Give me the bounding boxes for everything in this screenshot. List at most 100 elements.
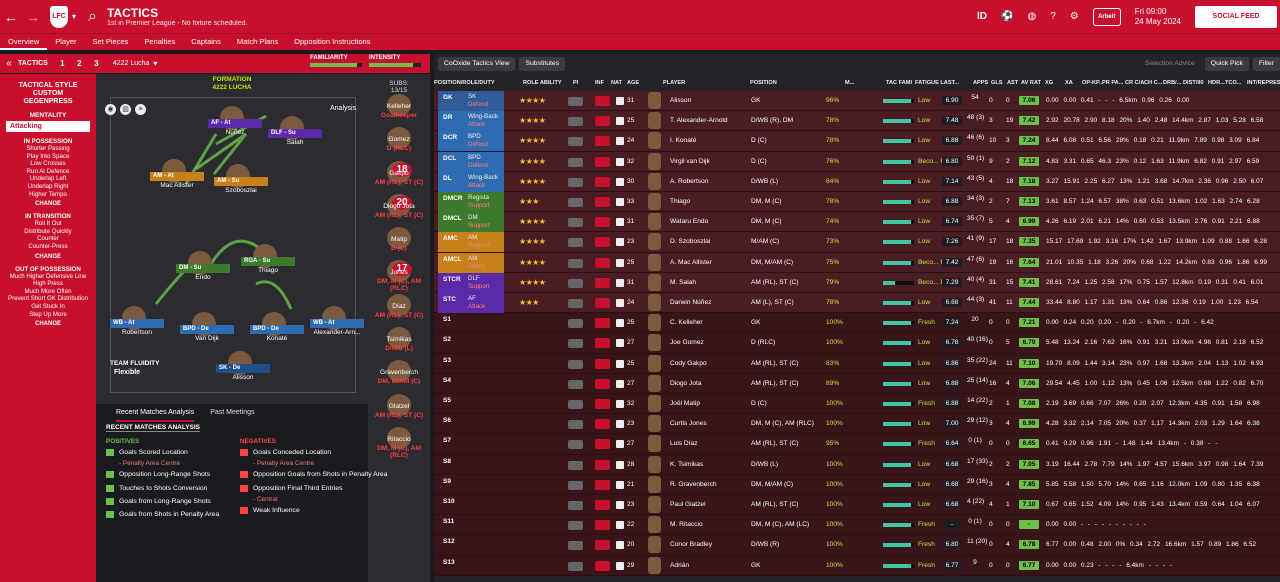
table-row[interactable]: DR Wing-Back Attack ★★★★ 25 T. Alexander-Arno… [434, 111, 1280, 132]
column-header[interactable]: AGE [627, 80, 640, 86]
player-instructions-icon[interactable] [568, 400, 583, 409]
role-slot[interactable]: S5 [438, 394, 504, 414]
column-header[interactable]: PI [573, 80, 579, 86]
player-instructions-icon[interactable] [568, 561, 583, 571]
player-card-gk[interactable]: SK - De Alisson [216, 351, 270, 385]
filter-button[interactable]: Filter [1252, 56, 1280, 71]
table-row[interactable]: STC AF Attack ★★★ 24 Darwin Núñez AM (L), ST (… [434, 293, 1280, 314]
role-slot[interactable]: S8 [438, 455, 504, 475]
analysis-item[interactable]: Goals from Long-Range Shots [106, 495, 219, 508]
table-row[interactable]: S1 25 C. Kelleher GK 100% Fresh 7.24 20 0 0 7.21 0.… [434, 313, 1280, 334]
tab-recent-matches[interactable]: Recent Matches Analysis [116, 404, 195, 422]
role-slot[interactable]: S3 [438, 354, 504, 374]
player-instructions-icon[interactable] [568, 258, 583, 268]
player-instructions-icon[interactable] [568, 299, 583, 308]
column-header[interactable]: POSITION/ROLE/DUTY [434, 80, 495, 86]
player-card-wbr[interactable]: WB - At Alexander-Arn... [310, 306, 364, 340]
analysis-item[interactable]: Goals from Shots in Penalty Area [106, 508, 219, 521]
role-slot[interactable]: DCL BPD Defend [438, 151, 504, 172]
column-header[interactable]: CR C/A [1125, 80, 1145, 86]
player-name-link[interactable]: Virgil van Dijk [670, 157, 710, 165]
role-slot[interactable]: S2 [438, 333, 504, 353]
player-instructions-icon[interactable] [568, 359, 583, 369]
search-icon[interactable]: ⌕ [88, 7, 97, 25]
column-header[interactable]: DIST/90 [1183, 80, 1204, 86]
column-header[interactable]: TCO... [1225, 80, 1242, 86]
player-name-link[interactable]: Cody Gakpo [670, 359, 707, 367]
chevron-down-icon[interactable]: ▾ [72, 12, 77, 21]
sub-card[interactable]: 18 Gakpo AM (RL), ST (C) [368, 160, 430, 194]
player-card-af[interactable]: AF - At Núñez [208, 106, 262, 140]
player-name-link[interactable]: Diogo Jota [670, 379, 702, 387]
tactical-style-title[interactable]: TACTICAL STYLE CUSTOM GEGENPRESS [0, 82, 96, 106]
table-row[interactable]: AMCL AM Attack ★★★★ 25 A. Mac Allister DM, M/A… [434, 252, 1280, 273]
column-header[interactable]: DRB/... [1163, 80, 1182, 86]
ball-icon[interactable]: ⚽ [1001, 11, 1014, 22]
column-header[interactable]: APPS [973, 80, 989, 86]
role-slot[interactable]: STCR DLF Support [438, 272, 504, 293]
table-row[interactable]: S7 27 Luis Díaz AM (RL), ST (C) 95% Fresh 6.64… [434, 434, 1280, 455]
player-instructions-icon[interactable] [568, 97, 583, 106]
change-transition-button[interactable]: CHANGE [34, 253, 61, 260]
table-row[interactable]: S4 27 Diogo Jota AM (RL), ST (C) 89% Low 6.88 2… [434, 373, 1280, 394]
player-name-link[interactable]: Conor Bradley [670, 541, 713, 549]
player-card-dcl[interactable]: BPD - De Van Dijk [180, 312, 234, 346]
column-header[interactable]: AV RAT [1021, 80, 1041, 86]
back-arrow-icon[interactable]: ← [4, 8, 18, 25]
analysis-item[interactable]: Weak Influence [240, 504, 388, 517]
sub-card[interactable]: Tsimikas D/WB (L) [368, 327, 430, 360]
table-row[interactable]: DCR BPD Defend ★★★★ 24 I. Konaté D (C) 78% Low 6.… [434, 131, 1280, 152]
tab-opposition-instructions[interactable]: Opposition Instructions [294, 37, 371, 46]
column-header[interactable]: POSITION [750, 80, 777, 86]
tactic-slot-3[interactable]: 3 [94, 59, 99, 68]
analysis-item[interactable]: Opposition Final Third Entries - Central [240, 482, 388, 504]
analysis-button[interactable]: Analysis [330, 105, 357, 112]
player-instructions-icon[interactable] [568, 137, 583, 147]
player-instructions-icon[interactable] [568, 218, 583, 228]
player-instructions-icon[interactable] [568, 238, 583, 248]
table-row[interactable]: DCL BPD Defend ★★★★ 32 Virgil van Dijk D (C) 76… [434, 151, 1280, 172]
player-name-link[interactable]: Paul Glatzel [670, 501, 706, 508]
chevron-down-icon[interactable]: ▾ [153, 59, 158, 68]
player-instructions-icon[interactable] [568, 440, 583, 450]
role-slot[interactable]: STC AF Attack [438, 293, 504, 313]
player-instructions-icon[interactable] [568, 177, 583, 187]
column-header[interactable]: ROLE ABILITY [523, 80, 562, 86]
role-slot[interactable]: S6 [438, 414, 504, 434]
globe-icon[interactable]: ◍ [1027, 11, 1037, 22]
role-slot[interactable]: S13 [438, 556, 504, 576]
role-slot[interactable]: S11 [438, 515, 504, 535]
player-instructions-icon[interactable] [568, 117, 583, 127]
column-header[interactable]: HDR... [1208, 80, 1225, 86]
social-feed-button[interactable]: SOCIAL FEED [1195, 5, 1277, 28]
column-header[interactable]: M... [845, 80, 855, 86]
player-instructions-icon[interactable] [568, 501, 583, 510]
player-name-link[interactable]: C. Kelleher [670, 319, 703, 327]
sub-card[interactable]: Gomez D (RLC) [368, 127, 430, 160]
role-slot[interactable]: GK SK Defend [438, 91, 504, 111]
player-name-link[interactable]: M. Ritaccio [670, 521, 703, 529]
player-card-dcr[interactable]: BPD - De Konaté [250, 312, 304, 346]
player-name-link[interactable]: Luis Díaz [670, 440, 698, 448]
tactic-slot-1[interactable]: 1 [60, 59, 65, 68]
player-instructions-icon[interactable] [568, 157, 583, 167]
player-card-dml[interactable]: DM - Su Endo [176, 251, 230, 285]
analysis-item[interactable]: Goals Conceded Location - Penalty Area Ce… [240, 446, 388, 468]
role-slot[interactable]: DMCL DM Support [438, 212, 504, 233]
player-instructions-icon[interactable] [568, 541, 583, 551]
role-slot[interactable]: AMC AM Support [438, 232, 504, 253]
club-crest[interactable]: LFC [50, 5, 68, 28]
role-slot[interactable]: S12 [438, 535, 504, 555]
continue-button[interactable]: Arbeit [1092, 7, 1121, 26]
role-slot[interactable]: DCR BPD Defend [438, 131, 504, 152]
column-header[interactable]: XG [1045, 80, 1054, 86]
sub-card[interactable]: 17 Jones DM, M (C), AM (RLC) [368, 260, 430, 293]
change-oop-button[interactable]: CHANGE [34, 321, 61, 328]
role-slot[interactable]: S7 [438, 434, 504, 454]
table-row[interactable]: S3 25 Cody Gakpo AM (RL), ST (C) 83% Low 6.86 3… [434, 353, 1280, 374]
column-header[interactable]: PR PA... [1102, 80, 1124, 86]
tactic-slot-2[interactable]: 2 [77, 59, 82, 68]
formation-label[interactable]: FORMATION 4222 LUCHA [96, 74, 368, 92]
column-header[interactable]: INT/REPRES... [1247, 80, 1280, 86]
player-instructions-icon[interactable] [568, 420, 583, 430]
